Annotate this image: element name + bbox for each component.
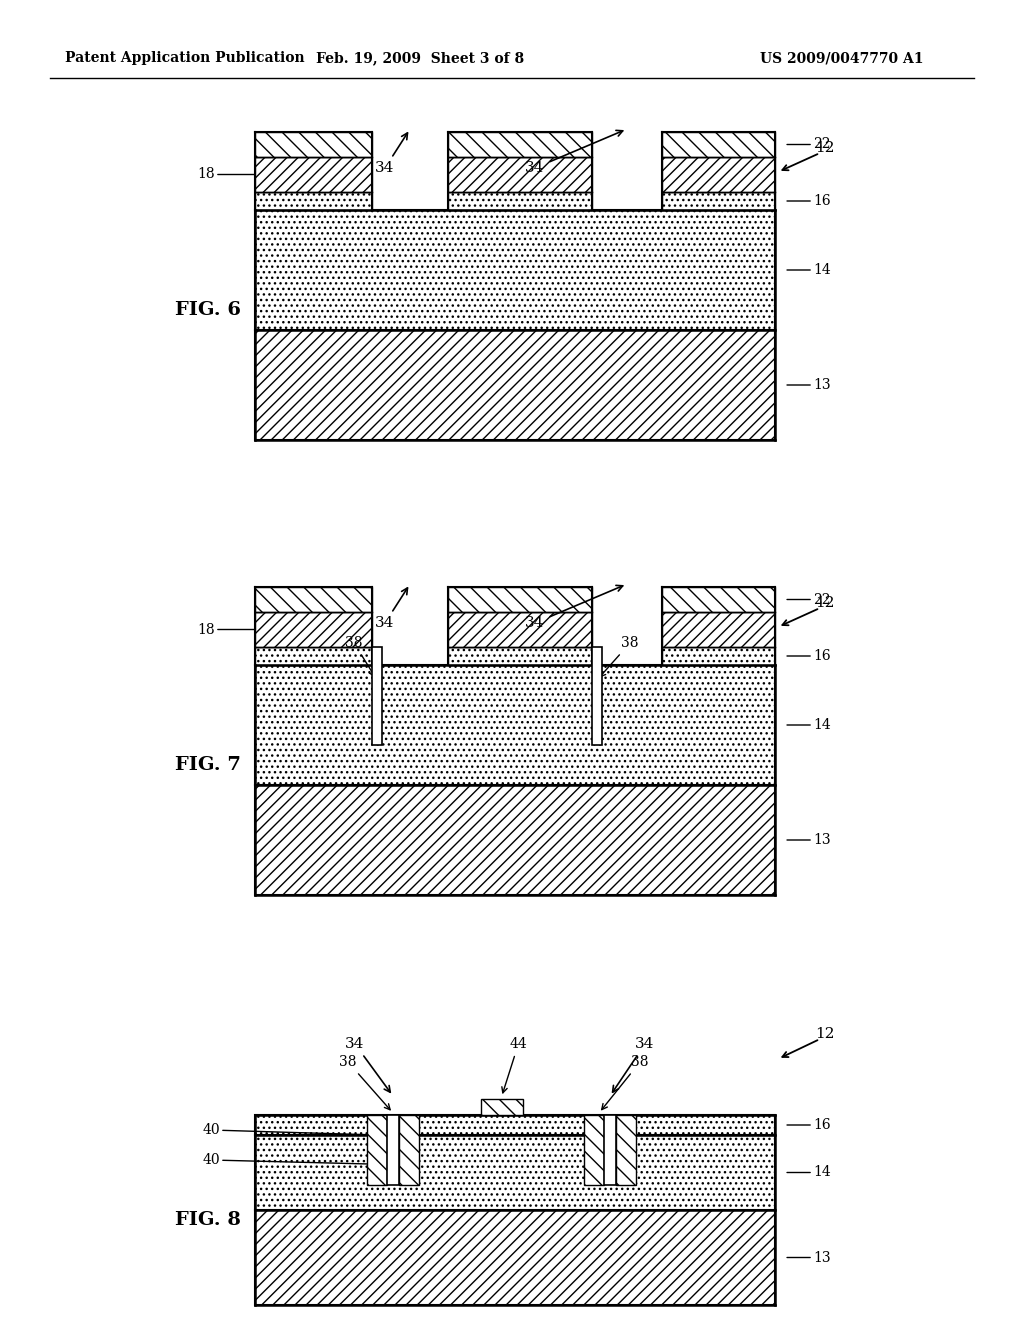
Bar <box>449 132 592 157</box>
Text: 12: 12 <box>815 141 835 154</box>
Text: Patent Application Publication: Patent Application Publication <box>65 51 304 65</box>
Bar <box>255 157 372 191</box>
Text: FIG. 8: FIG. 8 <box>175 1210 241 1229</box>
Bar <box>255 330 775 440</box>
Bar <box>449 587 592 612</box>
Text: 14: 14 <box>787 263 830 277</box>
Text: 22: 22 <box>787 593 830 606</box>
Bar <box>372 647 382 744</box>
Text: 44: 44 <box>502 1038 527 1093</box>
Text: 16: 16 <box>787 1118 830 1133</box>
Bar <box>480 1100 522 1115</box>
Text: 12: 12 <box>815 1027 835 1041</box>
Bar <box>662 647 775 665</box>
Text: 38: 38 <box>602 1055 649 1110</box>
Bar <box>255 612 372 647</box>
Bar <box>449 612 592 647</box>
Bar <box>255 587 372 612</box>
Bar <box>616 1115 636 1185</box>
Bar <box>255 785 775 895</box>
Text: 34: 34 <box>376 587 408 630</box>
Bar <box>367 1115 387 1185</box>
Text: 14: 14 <box>787 1166 830 1180</box>
Text: 13: 13 <box>787 378 830 392</box>
Text: 18: 18 <box>198 168 255 181</box>
Bar <box>662 191 775 210</box>
Bar <box>662 157 775 191</box>
Text: 38: 38 <box>339 1055 390 1110</box>
Text: 16: 16 <box>787 649 830 663</box>
Text: 38: 38 <box>345 636 375 676</box>
Text: 22: 22 <box>787 137 830 152</box>
Text: 16: 16 <box>787 194 830 209</box>
Text: 12: 12 <box>815 597 835 610</box>
Bar <box>662 587 775 612</box>
Bar <box>604 1115 616 1185</box>
Bar <box>255 210 775 330</box>
Bar <box>449 191 592 210</box>
Text: 40: 40 <box>203 1123 377 1137</box>
Text: 13: 13 <box>787 1250 830 1265</box>
Bar <box>255 1135 775 1210</box>
Bar <box>449 647 592 665</box>
Bar <box>387 1115 399 1185</box>
Bar <box>255 647 372 665</box>
Bar <box>662 612 775 647</box>
Bar <box>399 1115 419 1185</box>
Text: 34: 34 <box>525 585 623 630</box>
Bar <box>449 157 592 191</box>
Text: 40: 40 <box>203 1152 409 1167</box>
Text: Feb. 19, 2009  Sheet 3 of 8: Feb. 19, 2009 Sheet 3 of 8 <box>316 51 524 65</box>
Text: US 2009/0047770 A1: US 2009/0047770 A1 <box>760 51 924 65</box>
Text: 34: 34 <box>345 1038 390 1092</box>
Bar <box>255 1115 775 1135</box>
Text: FIG. 6: FIG. 6 <box>175 301 241 319</box>
Bar <box>662 132 775 157</box>
Text: 38: 38 <box>600 636 639 677</box>
Text: 18: 18 <box>198 623 255 636</box>
Bar <box>255 1210 775 1305</box>
Text: FIG. 7: FIG. 7 <box>175 756 241 774</box>
Bar <box>592 647 602 744</box>
Text: 34: 34 <box>376 133 408 176</box>
Text: 13: 13 <box>787 833 830 847</box>
Bar <box>255 132 372 157</box>
Bar <box>255 665 775 785</box>
Text: 14: 14 <box>787 718 830 733</box>
Text: 34: 34 <box>612 1038 654 1092</box>
Text: 34: 34 <box>525 131 623 176</box>
Bar <box>255 191 372 210</box>
Bar <box>584 1115 604 1185</box>
